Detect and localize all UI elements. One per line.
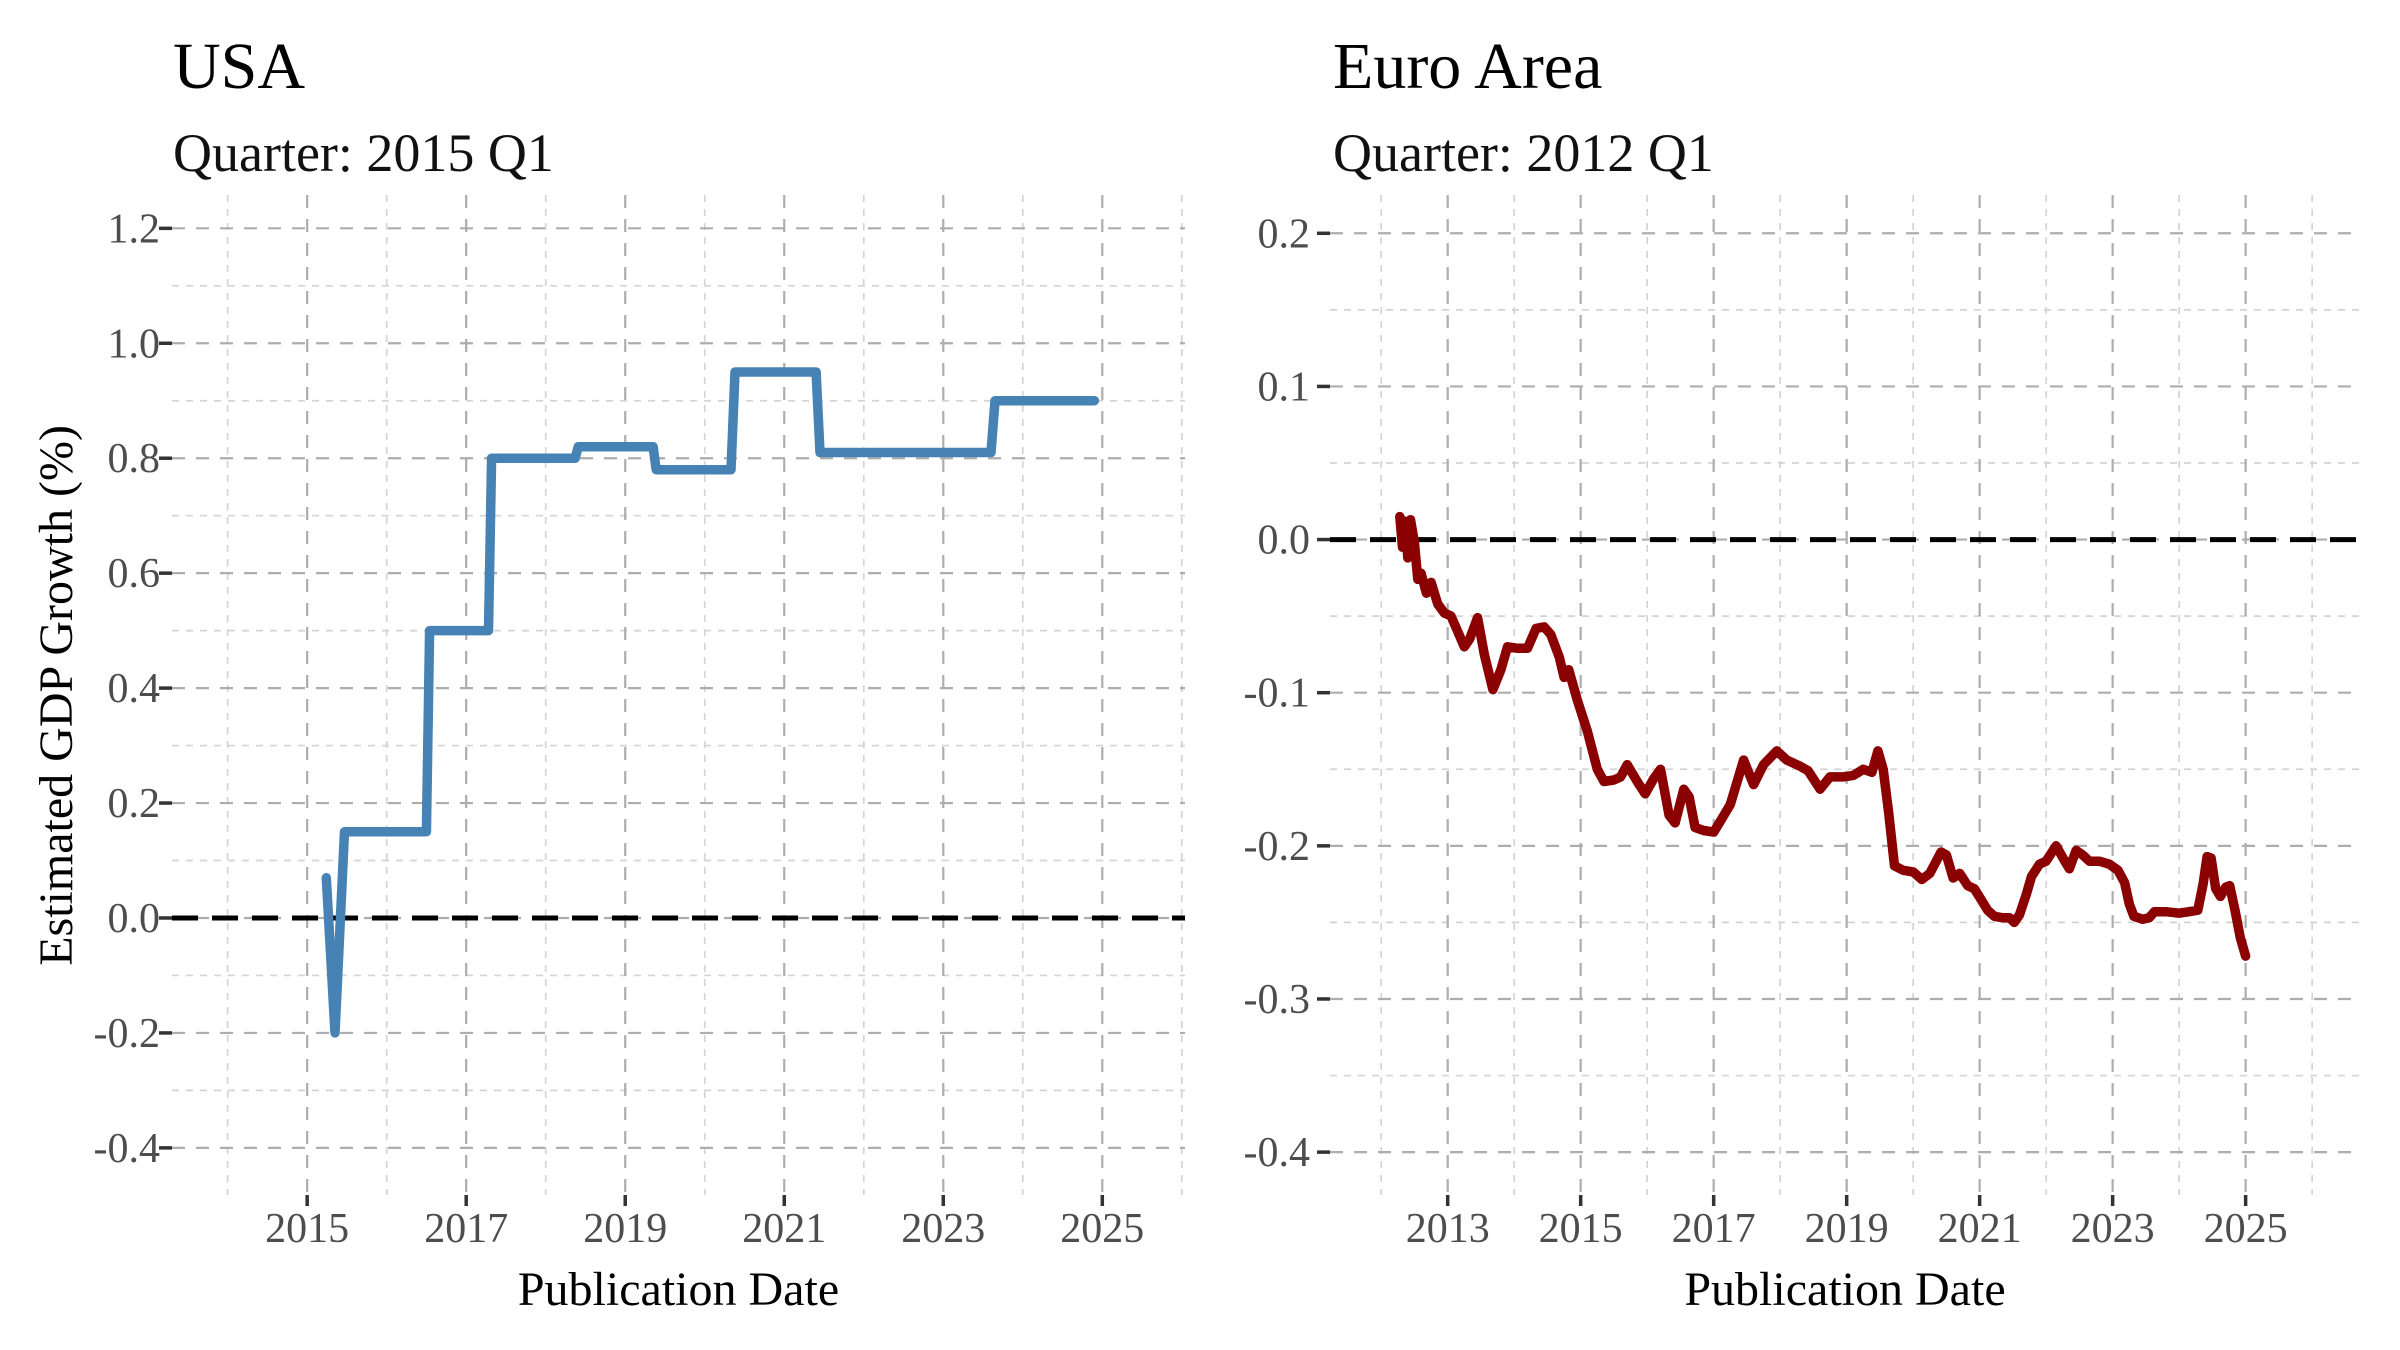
y-tick-label: 0.8 [108,436,161,482]
panel-subtitle-usa: Quarter: 2015 Q1 [173,123,554,183]
x-tick-label: 2025 [1060,1206,1144,1252]
x-tick-label: 2023 [2071,1206,2155,1252]
y-tick-label: 0.4 [108,666,161,712]
y-tick-label: 0.2 [108,781,161,827]
x-axis-label-euro-area: Publication Date [1684,1263,2006,1316]
y-tick-label: 1.0 [108,321,161,367]
x-tick-label: 2017 [1672,1206,1756,1252]
y-tick-label: 0.2 [1258,211,1311,257]
y-tick-label: -0.4 [1244,1130,1311,1176]
x-tick-label: 2023 [901,1206,985,1252]
x-tick-label: 2017 [424,1206,508,1252]
series-line-usa [321,367,1100,1038]
x-tick-label: 2019 [583,1206,667,1252]
x-tick-label: 2015 [1539,1206,1623,1252]
panel-title-euro-area: Euro Area [1333,30,1603,103]
x-tick-label: 2015 [265,1206,349,1252]
axes-left: 2015 2017 2019 2021 2023 2025 1.2 1.0 0.8 0.6 0.4 0… [94,206,1145,1252]
series-line-euro-area [1395,511,2251,961]
y-tick-label: -0.3 [1244,977,1311,1023]
y-tick-label: 0.1 [1258,364,1311,410]
y-tick-label: 0.0 [1258,518,1311,564]
gridlines-right [1330,195,2360,1195]
y-axis-label-box: Estimated GDP Growth (%) [29,195,83,1195]
panel-title-usa: USA [173,30,306,103]
y-axis-label: Estimated GDP Growth (%) [29,424,83,966]
x-tick-label: 2025 [2204,1206,2288,1252]
y-tick-label: 0.6 [108,551,161,597]
panel-subtitle-euro-area: Quarter: 2012 Q1 [1333,123,1714,183]
x-tick-label: 2021 [742,1206,826,1252]
y-tick-label: -0.1 [1244,671,1311,717]
y-tick-label: -0.2 [1244,824,1311,870]
y-tick-label: 1.2 [108,206,161,252]
x-tick-label: 2013 [1406,1206,1490,1252]
x-tick-label: 2019 [1805,1206,1889,1252]
x-tick-label: 2021 [1938,1206,2022,1252]
axes-right: 2013 2015 2017 2019 2021 2023 2025 0.2 0.1 0.0 -0.… [1244,211,2288,1252]
y-tick-label: -0.2 [94,1011,161,1057]
gridlines-left [172,195,1185,1195]
x-axis-label-usa: Publication Date [517,1263,840,1316]
y-tick-label: 0.0 [108,896,161,942]
y-tick-label: -0.4 [94,1126,161,1172]
